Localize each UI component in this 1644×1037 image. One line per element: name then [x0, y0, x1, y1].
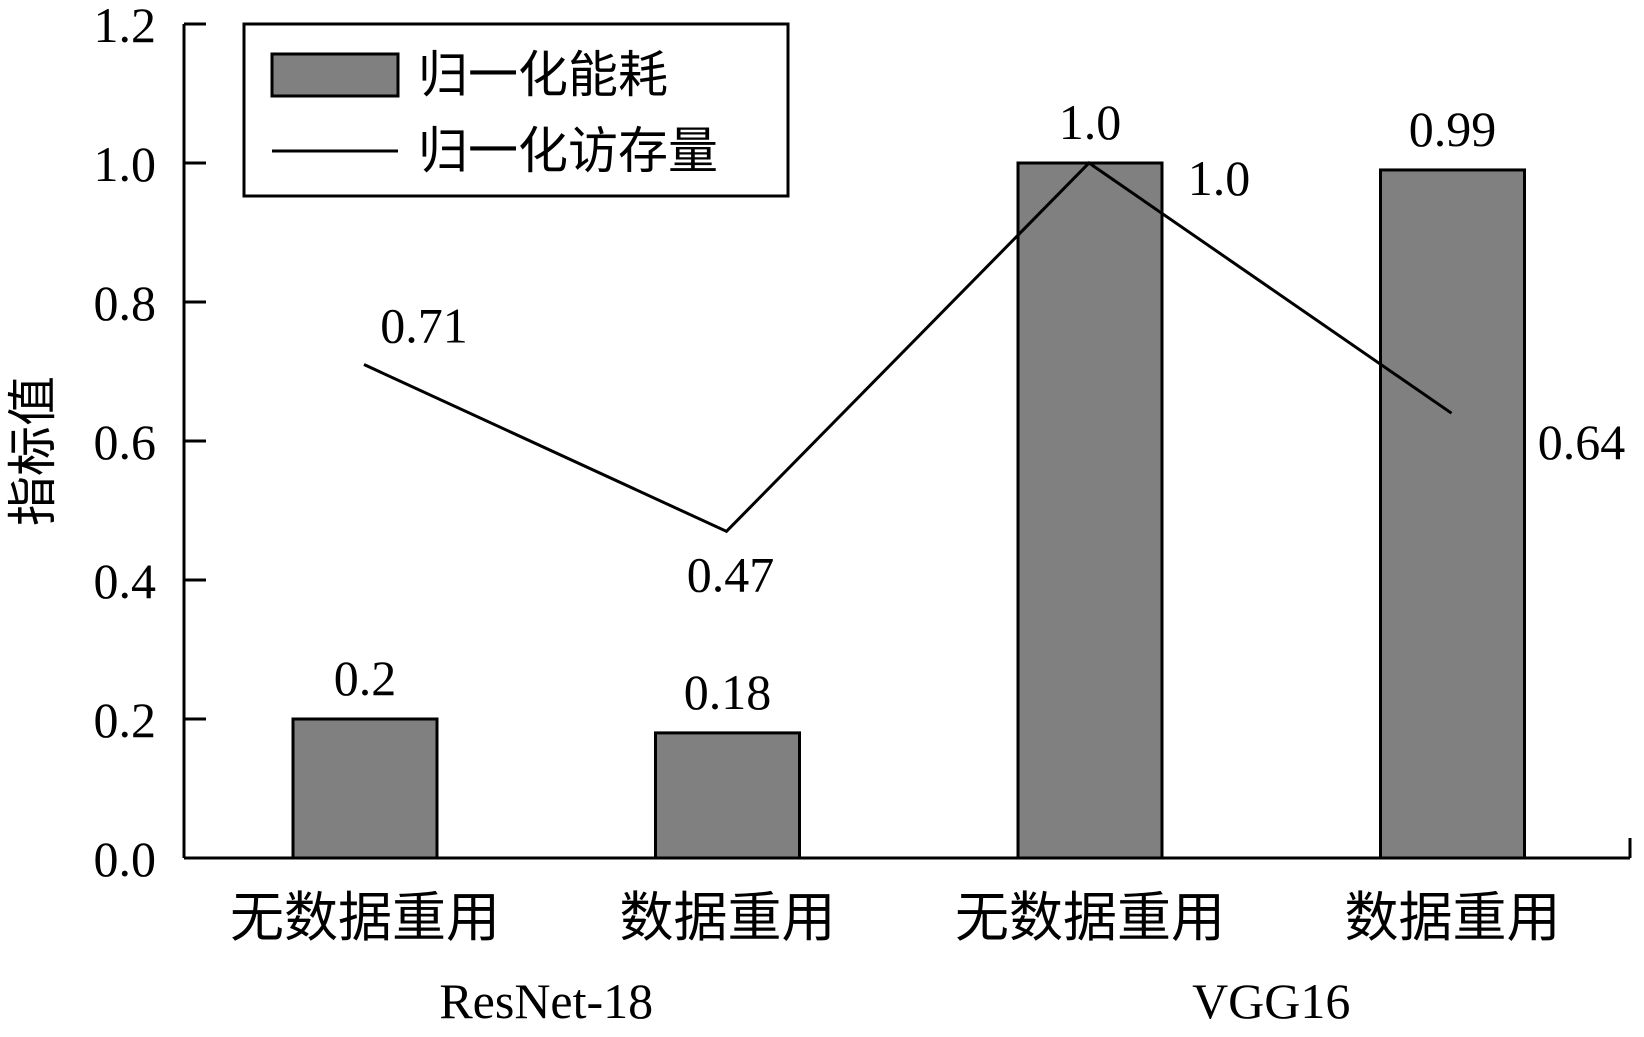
x-tick-label: 数据重用 — [1345, 888, 1561, 948]
group-label: VGG16 — [1192, 973, 1350, 1029]
bar-value-label: 0.18 — [684, 664, 772, 720]
line-series — [363, 161, 1453, 534]
y-tick-label: 0.4 — [94, 553, 157, 609]
legend-label-energy: 归一化能耗 — [418, 47, 668, 103]
line-value-label: 1.0 — [1188, 150, 1251, 206]
y-tick-label: 0.6 — [94, 414, 157, 470]
bar-value-label: 0.99 — [1409, 101, 1497, 157]
bars — [291, 161, 1526, 860]
bar — [291, 717, 439, 860]
data-labels: 0.2 0.18 1.0 0.99 0.71 0.47 1.0 0.64 — [334, 94, 1626, 720]
y-tick-label: 1.0 — [94, 136, 157, 192]
y-tick-label: 0.2 — [94, 692, 157, 748]
legend-swatch-energy — [270, 52, 400, 98]
axes: 0.0 0.2 0.4 0.6 0.8 1.0 1.2 无数据重用 数据重用 无数据重用 数据重用 R… — [94, 0, 1632, 1029]
x-tick-label: 数据重用 — [620, 888, 836, 948]
bar — [1379, 168, 1526, 860]
bar — [654, 731, 801, 860]
legend: 归一化能耗 归一化访存量 — [242, 22, 790, 198]
x-tick-label: 无数据重用 — [955, 888, 1225, 948]
bar — [1016, 161, 1164, 860]
y-tick-label: 0.8 — [94, 275, 157, 331]
legend-label-access: 归一化访存量 — [418, 123, 718, 179]
y-tick-label: 1.2 — [94, 0, 157, 53]
group-label: ResNet-18 — [439, 973, 653, 1029]
line-value-label: 0.47 — [687, 546, 775, 602]
x-tick-label: 无数据重用 — [230, 888, 500, 948]
bar-value-label: 1.0 — [1059, 94, 1122, 150]
line-value-label: 0.71 — [380, 298, 468, 354]
line-value-label: 0.64 — [1538, 414, 1626, 470]
line-path — [363, 161, 1453, 534]
bar-value-label: 0.2 — [334, 650, 397, 706]
y-tick-label: 0.0 — [94, 831, 157, 887]
y-axis-label: 指标值 — [5, 376, 61, 526]
